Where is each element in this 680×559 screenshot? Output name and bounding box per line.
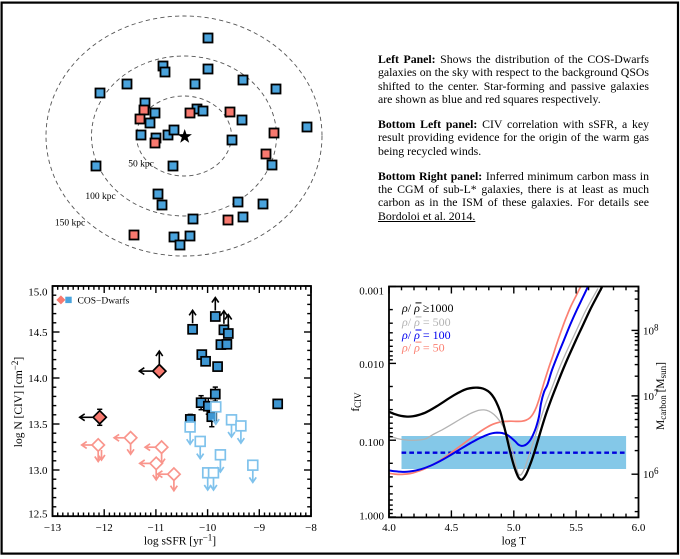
svg-text:COS−Dwarfs: COS−Dwarfs: [78, 295, 130, 306]
svg-text:1.000: 1.000: [359, 511, 384, 523]
svg-text:13.0: 13.0: [28, 465, 48, 477]
svg-text:0.001: 0.001: [359, 286, 384, 298]
svg-text:108: 108: [643, 323, 659, 338]
svg-text:log sSFR [yr−1]: log sSFR [yr−1]: [144, 533, 216, 548]
svg-text:0.100: 0.100: [359, 437, 384, 449]
svg-text:12.5: 12.5: [28, 509, 48, 521]
svg-text:13.5: 13.5: [28, 419, 48, 431]
svg-text:15.0: 15.0: [28, 287, 48, 299]
svg-text:−13: −13: [44, 522, 62, 534]
svg-text:−10: −10: [199, 522, 217, 534]
svg-text:50 kpc: 50 kpc: [128, 160, 154, 170]
svg-text:log T: log T: [502, 536, 526, 548]
svg-text:Mcarbon [Msun]: Mcarbon [Msun]: [655, 362, 668, 430]
svg-text:ρ/ ρ = 50: ρ/ ρ = 50: [401, 340, 445, 354]
svg-text:−11: −11: [148, 522, 165, 534]
svg-text:14.5: 14.5: [28, 327, 48, 339]
svg-text:14.0: 14.0: [28, 373, 48, 385]
svg-text:6.0: 6.0: [632, 522, 646, 534]
svg-text:ρ/ ρ ≥1000: ρ/ ρ ≥1000: [401, 301, 453, 315]
svg-text:ρ/ ρ = 100: ρ/ ρ = 100: [401, 328, 451, 342]
svg-text:4.0: 4.0: [382, 522, 396, 534]
svg-text:106: 106: [643, 466, 659, 481]
svg-text:−8: −8: [305, 522, 317, 534]
svg-text:log N [CIV] [cm−2]: log N [CIV] [cm−2]: [10, 357, 25, 447]
svg-text:5.5: 5.5: [569, 522, 583, 534]
svg-text:ρ/ ρ = 500: ρ/ ρ = 500: [401, 315, 451, 329]
svg-text:100 kpc: 100 kpc: [85, 192, 115, 202]
svg-text:150 kpc: 150 kpc: [55, 219, 85, 229]
svg-text:fCIV: fCIV: [350, 392, 363, 412]
svg-text:5.0: 5.0: [507, 522, 521, 534]
svg-text:−12: −12: [96, 522, 113, 534]
svg-text:0.010: 0.010: [359, 359, 384, 371]
svg-text:4.5: 4.5: [445, 522, 459, 534]
svg-text:−9: −9: [253, 522, 265, 534]
